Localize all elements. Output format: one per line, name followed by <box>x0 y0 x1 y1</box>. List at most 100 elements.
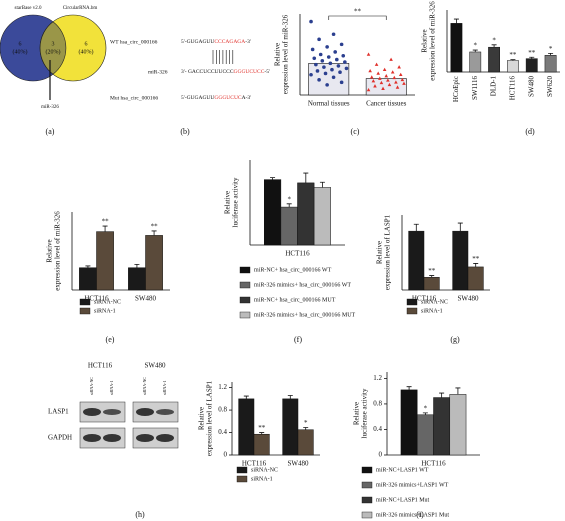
bar <box>433 397 451 456</box>
y-tick-label: 1.2 <box>373 374 382 382</box>
y-tick-label: 0.8 <box>218 406 227 414</box>
sequence-part: -5' <box>264 69 270 75</box>
bar <box>145 235 163 291</box>
error-bar <box>510 59 516 61</box>
y-axis-label: expression level of LASP1 <box>384 214 392 290</box>
point <box>397 65 401 69</box>
error-bar <box>529 56 535 59</box>
panel-label: (g) <box>450 335 460 344</box>
venn-share: (40%) <box>13 48 28 55</box>
error-bar <box>287 395 293 399</box>
blot-box <box>79 401 126 423</box>
panel-label: (b) <box>180 127 190 136</box>
point <box>333 50 337 54</box>
y-axis-label: Relative <box>421 29 429 52</box>
blot-band <box>156 409 174 415</box>
error-bar <box>286 203 292 208</box>
point <box>390 70 395 74</box>
x-tick-label: HCoEpic <box>452 76 460 102</box>
x-tick-label: SW480 <box>288 460 310 468</box>
significance-bracket <box>328 15 387 20</box>
y-axis-label: Relative <box>46 239 54 262</box>
cell-line: HCT116 <box>88 362 113 370</box>
legend-swatch <box>361 481 373 489</box>
bar <box>408 230 425 291</box>
lane-label: siRNA-NC <box>142 377 147 395</box>
legend-label: miR-NC+ hsa_circ_000166 MUT <box>254 297 336 303</box>
significance: * <box>549 45 553 53</box>
point <box>382 67 387 71</box>
point <box>369 75 374 79</box>
legend-label: siRNA-NC <box>251 467 278 473</box>
bar <box>507 60 519 73</box>
y-tick-label: 0.4 <box>373 425 382 433</box>
point <box>339 42 344 47</box>
significance: * <box>492 36 496 44</box>
protein-label: LASP1 <box>48 408 69 416</box>
bar <box>297 182 315 246</box>
sequence: 3'- GACCUCCUUCCCGGGUCUCC-5' <box>181 69 270 75</box>
error-bar <box>319 181 325 188</box>
point <box>368 68 372 73</box>
sequence-label: WT hsa_circ_000166 <box>110 39 158 45</box>
error-bar <box>455 387 461 395</box>
error-bar <box>243 395 249 399</box>
error-bar <box>303 172 309 183</box>
error-bar <box>472 49 478 52</box>
error-bar <box>413 223 419 232</box>
point <box>314 62 318 67</box>
blot-band <box>83 408 101 416</box>
blot-box <box>79 427 126 449</box>
point <box>344 66 349 71</box>
point <box>379 80 384 85</box>
sequence-part: GGGUCUC <box>214 95 242 101</box>
bar <box>449 394 467 456</box>
panel-label: (a) <box>46 127 55 136</box>
x-tick-label: SW1116 <box>471 76 479 100</box>
venn-share: (20%) <box>46 48 61 55</box>
x-tick-label: SW620 <box>546 76 554 98</box>
blot-band <box>103 434 121 442</box>
x-tick-label: Normal tissues <box>308 100 350 108</box>
panel-label: (d) <box>525 127 535 136</box>
point <box>398 72 403 77</box>
legend-swatch <box>79 307 91 315</box>
y-axis-label: Relative <box>224 191 232 214</box>
bar <box>416 414 434 456</box>
x-tick-label: HCT116 <box>421 460 446 468</box>
y-axis-label: Relative <box>274 43 282 66</box>
lane-label: siRNA-1 <box>162 381 167 395</box>
significance: ** <box>354 8 362 16</box>
y-axis-label: expression level of miR-326 <box>282 14 290 94</box>
sequence-label: Mut hsa_circ_000166 <box>110 95 158 101</box>
point <box>330 67 334 72</box>
significance: ** <box>151 223 159 231</box>
point <box>386 78 390 82</box>
bar <box>423 277 440 291</box>
significance: * <box>287 195 291 203</box>
point <box>400 77 405 82</box>
point <box>394 80 398 84</box>
blot-box <box>132 427 179 449</box>
bar <box>313 187 331 246</box>
significance: ** <box>509 51 517 59</box>
bar <box>450 23 463 73</box>
legend-label: miR-NC+ hsa_circ_000166 WT <box>254 267 332 273</box>
point <box>323 71 328 76</box>
sequence-part: 5'-GUGAGUU <box>181 39 214 45</box>
point <box>387 82 392 87</box>
panel-label: (f) <box>294 335 302 344</box>
point <box>325 83 329 87</box>
y-axis-label: Relative <box>353 402 361 425</box>
error-bar <box>259 432 265 435</box>
bar <box>467 266 484 291</box>
x-tick-label: SW480 <box>135 295 157 303</box>
protein-label: GAPDH <box>48 434 72 442</box>
point <box>366 52 371 56</box>
y-tick-label: 0 <box>224 451 228 459</box>
point <box>312 56 317 61</box>
legend-swatch <box>361 466 373 474</box>
error-bar <box>151 230 157 236</box>
lane-label: siRNA-1 <box>109 381 114 395</box>
y-axis-label: Relative <box>198 407 206 430</box>
